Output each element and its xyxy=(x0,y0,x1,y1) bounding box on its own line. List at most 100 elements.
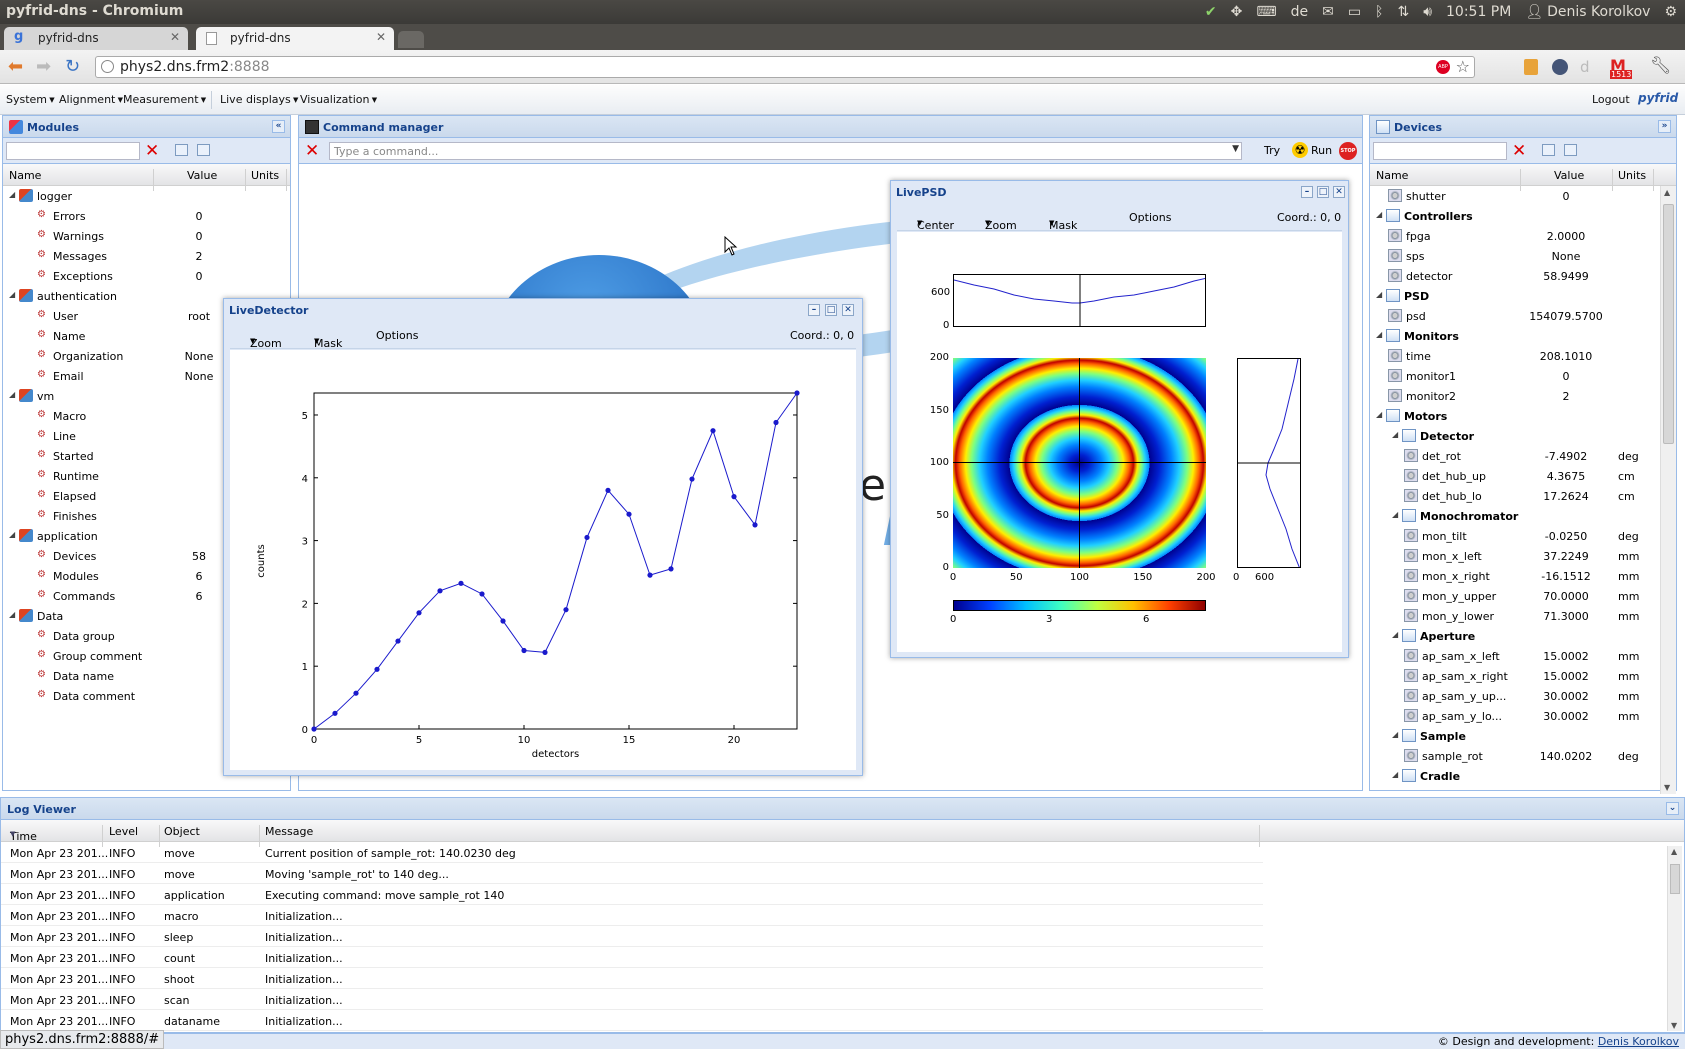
device-row[interactable]: det_hub_lo 17.2624 cm xyxy=(1370,486,1660,506)
maximize-icon[interactable]: □ xyxy=(825,304,837,316)
log-row[interactable]: Mon Apr 23 201... INFO dataname Initializat… xyxy=(1,1010,1263,1031)
history-dropdown-icon[interactable]: ▼ xyxy=(1232,144,1239,154)
address-bar[interactable]: phys2.dns.frm2:8888 ABP ☆ xyxy=(95,56,1475,78)
expand-toggle-icon[interactable]: ◢ xyxy=(1376,210,1383,219)
device-row[interactable]: mon_y_lower 71.3000 mm xyxy=(1370,606,1660,626)
author-link[interactable]: Denis Korolkov xyxy=(1597,1035,1679,1048)
device-row[interactable]: detector 58.9499 xyxy=(1370,266,1660,286)
device-row[interactable]: mon_x_right -16.1512 mm xyxy=(1370,566,1660,586)
device-row[interactable]: sps None xyxy=(1370,246,1660,266)
module-row[interactable]: ⚙ Data name xyxy=(3,666,290,686)
col-name[interactable]: Name xyxy=(9,169,42,182)
extension-icon[interactable] xyxy=(1524,59,1538,75)
device-row[interactable]: time 208.1010 xyxy=(1370,346,1660,366)
menu-system[interactable]: System ▼ xyxy=(6,93,55,106)
module-row[interactable]: ⚙ Name xyxy=(3,326,290,346)
device-row[interactable]: ap_sam_x_left 15.0002 mm xyxy=(1370,646,1660,666)
col-message[interactable]: Message xyxy=(265,825,314,838)
menu-alignment[interactable]: Alignment ▼ xyxy=(59,93,123,106)
scrollbar-thumb[interactable] xyxy=(1670,864,1680,894)
module-row[interactable]: ⚙ Data comment xyxy=(3,686,290,706)
module-row[interactable]: ⚙ Devices 58 xyxy=(3,546,290,566)
device-group-row[interactable]: ◢ Controllers xyxy=(1370,206,1660,226)
expand-toggle-icon[interactable]: ◢ xyxy=(9,390,16,399)
module-row[interactable]: ⚙ Data group xyxy=(3,626,290,646)
device-row[interactable]: det_rot -7.4902 deg xyxy=(1370,446,1660,466)
browser-tab-2-active[interactable]: pyfrid-dns ✕ xyxy=(196,27,394,50)
module-group-row[interactable]: ◢ Data xyxy=(3,606,290,626)
module-row[interactable]: ⚙ Started xyxy=(3,446,290,466)
tab-close-icon[interactable]: ✕ xyxy=(375,30,386,44)
battery-icon[interactable]: ▭ xyxy=(1347,4,1362,20)
expand-toggle-icon[interactable]: ◢ xyxy=(9,530,16,539)
device-group-row[interactable]: ◢ Sample xyxy=(1370,726,1660,746)
expand-toggle-icon[interactable]: ◢ xyxy=(1392,510,1399,519)
expand-toggle-icon[interactable]: ◢ xyxy=(1376,410,1383,419)
log-row[interactable]: Mon Apr 23 201... INFO move Moving 'sample_… xyxy=(1,863,1263,884)
device-group-row[interactable]: ◢ Cradle xyxy=(1370,766,1660,786)
reload-icon[interactable]: ↻ xyxy=(65,56,81,77)
livedetector-titlebar[interactable]: LiveDetector – □ ✕ xyxy=(224,299,862,321)
command-input[interactable]: Type a command... ▼ xyxy=(329,142,1242,160)
bluetooth-icon[interactable]: ᛒ xyxy=(1375,4,1384,20)
livepsd-titlebar[interactable]: LivePSD – □ ✕ xyxy=(891,181,1348,203)
new-tab-button[interactable] xyxy=(398,31,424,48)
expand-toggle-icon[interactable]: ◢ xyxy=(1376,330,1383,339)
device-row[interactable]: mon_y_upper 70.0000 mm xyxy=(1370,586,1660,606)
col-level[interactable]: Level xyxy=(109,825,139,838)
log-scrollbar[interactable]: ▲ ▼ xyxy=(1667,846,1682,1031)
page-info-icon[interactable] xyxy=(101,60,114,73)
clear-filter-icon[interactable]: ✕ xyxy=(1512,141,1527,161)
extension-icon[interactable]: d xyxy=(1580,58,1590,76)
menu-measurement[interactable]: Measurement ▼ xyxy=(123,93,207,106)
module-row[interactable]: ⚙ Messages 2 xyxy=(3,246,290,266)
browser-tab-1[interactable]: g pyfrid-dns ✕ xyxy=(4,27,188,50)
modules-filter-input[interactable] xyxy=(6,142,140,160)
collapse-all-icon[interactable] xyxy=(197,144,210,156)
settings-gear-icon[interactable]: ⚙ xyxy=(1664,4,1677,20)
devices-scrollbar[interactable]: ▲ ▼ xyxy=(1660,186,1676,794)
device-row[interactable]: psd 154079.5700 xyxy=(1370,306,1660,326)
module-row[interactable]: ⚙ Errors 0 xyxy=(3,206,290,226)
device-row[interactable]: monitor2 2 xyxy=(1370,386,1660,406)
module-row[interactable]: ⚙ Finishes xyxy=(3,506,290,526)
expand-toggle-icon[interactable]: ◢ xyxy=(1392,630,1399,639)
expand-toggle-icon[interactable]: ◢ xyxy=(1392,730,1399,739)
module-row[interactable]: ⚙ Elapsed xyxy=(3,486,290,506)
keyboard-layout[interactable]: de xyxy=(1290,4,1309,20)
expand-toggle-icon[interactable]: ◢ xyxy=(1392,430,1399,439)
device-row[interactable]: ap_sam_y_lo... 30.0002 mm xyxy=(1370,706,1660,726)
collapse-right-icon[interactable]: » xyxy=(1658,120,1671,133)
module-row[interactable]: ⚙ Organization None xyxy=(3,346,290,366)
module-row[interactable]: ⚙ Warnings 0 xyxy=(3,226,290,246)
log-row[interactable]: Mon Apr 23 201... INFO scan Initialization.… xyxy=(1,989,1263,1010)
device-group-row[interactable]: ◢ Monochromator xyxy=(1370,506,1660,526)
module-row[interactable]: ⚙ Runtime xyxy=(3,466,290,486)
collapse-all-icon[interactable] xyxy=(1564,144,1577,156)
network-icon[interactable]: ⇅ xyxy=(1397,4,1410,20)
module-row[interactable]: ⚙ Modules 6 xyxy=(3,566,290,586)
expand-all-icon[interactable] xyxy=(1542,144,1555,156)
col-value[interactable]: Value xyxy=(187,169,218,182)
module-group-row[interactable]: ◢ authentication xyxy=(3,286,290,306)
expand-toggle-icon[interactable]: ◢ xyxy=(1392,770,1399,779)
update-icon[interactable]: ✔ xyxy=(1204,4,1217,20)
run-button[interactable]: Run xyxy=(1311,144,1333,157)
expand-toggle-icon[interactable]: ◢ xyxy=(9,290,16,299)
maximize-icon[interactable]: □ xyxy=(1317,186,1329,198)
devices-filter-input[interactable] xyxy=(1373,142,1507,160)
expand-all-icon[interactable] xyxy=(175,144,188,156)
module-group-row[interactable]: ◢ logger xyxy=(3,186,290,206)
close-icon[interactable]: ✕ xyxy=(842,304,854,316)
forward-arrow-icon[interactable]: ➡ xyxy=(36,56,52,77)
module-row[interactable]: ⚙ Line xyxy=(3,426,290,446)
volume-icon[interactable]: 🔊︎ xyxy=(1423,4,1433,20)
options-menu[interactable]: Options xyxy=(1129,211,1172,224)
module-row[interactable]: ⚙ Macro xyxy=(3,406,290,426)
log-row[interactable]: Mon Apr 23 201... INFO move Current positio… xyxy=(1,842,1263,863)
device-row[interactable]: mon_x_left 37.2249 mm xyxy=(1370,546,1660,566)
device-group-row[interactable]: ◢ PSD xyxy=(1370,286,1660,306)
module-row[interactable]: ⚙ Group comment xyxy=(3,646,290,666)
device-row[interactable]: sample_rot 140.0202 deg xyxy=(1370,746,1660,766)
keyboard-icon[interactable]: ⌨ xyxy=(1256,4,1277,20)
